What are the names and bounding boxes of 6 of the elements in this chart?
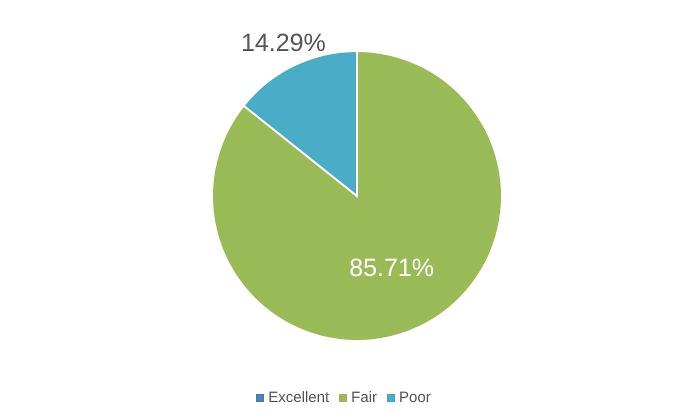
pie-slice: [211, 50, 503, 342]
data-label: 85.71%: [349, 254, 434, 282]
legend-label: Fair: [351, 389, 378, 406]
data-label: 14.29%: [240, 29, 326, 58]
legend-label: Excellent: [268, 389, 330, 406]
legend-label: Poor: [399, 389, 431, 406]
